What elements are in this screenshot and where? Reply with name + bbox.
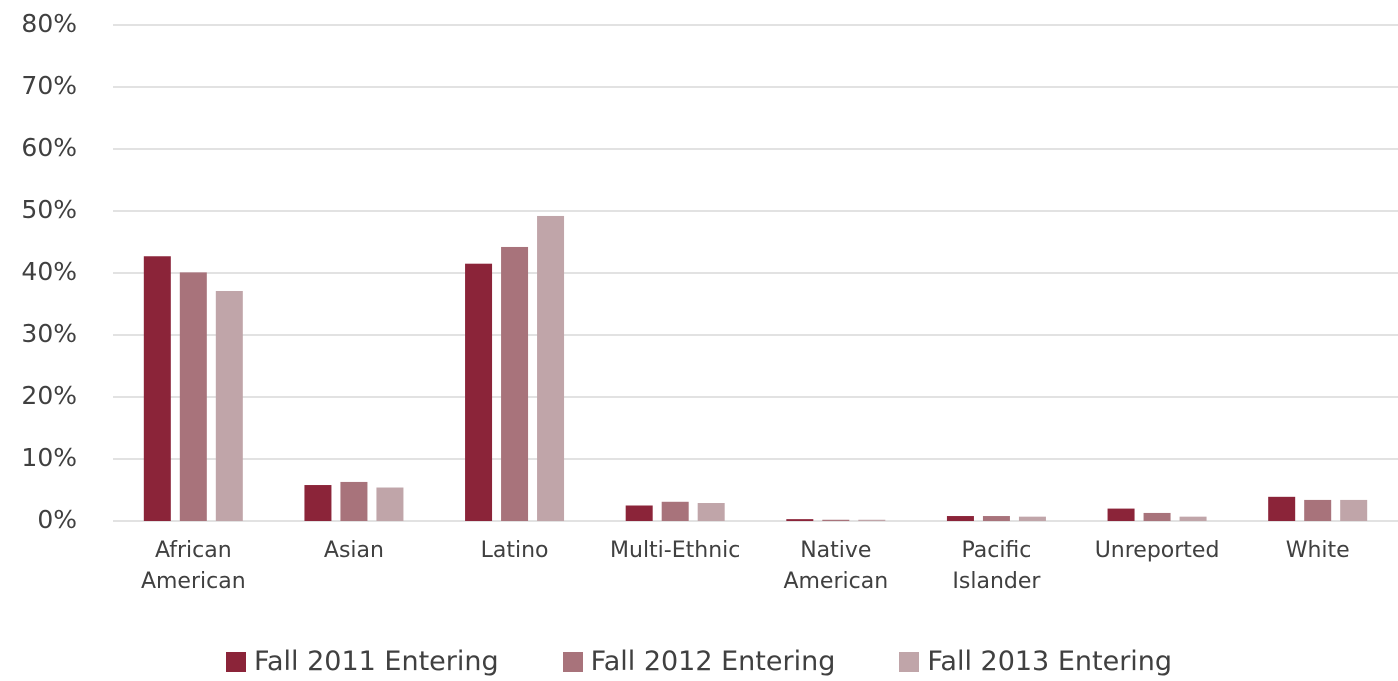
bar <box>1143 512 1171 521</box>
legend-swatch <box>899 651 920 672</box>
bar <box>697 503 725 521</box>
y-tick-label: 40% <box>21 257 77 286</box>
bar <box>501 246 529 521</box>
y-tick-label: 80% <box>21 9 77 38</box>
bar <box>1179 516 1207 521</box>
bar <box>661 501 689 521</box>
legend: Fall 2011 Entering Fall 2012 Entering Fall… <box>0 646 1398 677</box>
y-tick-label: 30% <box>21 319 77 348</box>
x-tick-label: Latino <box>480 538 549 563</box>
legend-item: Fall 2013 Entering <box>899 646 1172 677</box>
y-tick-label: 60% <box>21 133 77 162</box>
legend-item: Fall 2011 Entering <box>225 646 499 677</box>
bar <box>376 487 404 521</box>
x-tick-label: Asian <box>323 538 384 563</box>
y-tick-label: 50% <box>21 195 77 224</box>
x-tick-label: Unreported <box>1094 538 1220 563</box>
bar <box>1304 499 1332 521</box>
bar <box>143 256 171 521</box>
y-tick-label: 20% <box>21 381 77 410</box>
bar <box>1018 516 1046 521</box>
y-tick-label: 10% <box>21 443 77 472</box>
bar <box>1107 508 1135 521</box>
x-tick-label: Pacific Islander <box>952 538 1041 594</box>
bar <box>786 519 814 521</box>
legend-swatch <box>225 651 246 672</box>
bar <box>537 215 565 521</box>
y-tick-label: 70% <box>21 71 77 100</box>
bar <box>215 290 243 521</box>
legend-label: Fall 2012 Entering <box>590 646 836 677</box>
bar <box>179 272 207 521</box>
x-tick-label: African American <box>140 538 246 594</box>
bar <box>982 516 1010 521</box>
legend-item: Fall 2012 Entering <box>562 646 836 677</box>
bar <box>625 505 653 521</box>
legend-label: Fall 2011 Entering <box>253 646 499 677</box>
x-tick-label: Native American <box>783 538 889 594</box>
bar <box>465 263 493 521</box>
y-tick-label: 0% <box>37 505 77 534</box>
bar <box>1268 496 1296 521</box>
x-tick-label: Multi-Ethnic <box>610 538 741 563</box>
x-tick-label: White <box>1285 538 1350 563</box>
bar <box>822 519 850 521</box>
legend-label: Fall 2013 Entering <box>927 646 1173 677</box>
bar <box>1340 499 1368 521</box>
bar <box>304 485 332 521</box>
bar <box>946 516 974 521</box>
bar <box>858 519 886 521</box>
legend-swatch <box>562 651 583 672</box>
bar <box>340 481 368 521</box>
